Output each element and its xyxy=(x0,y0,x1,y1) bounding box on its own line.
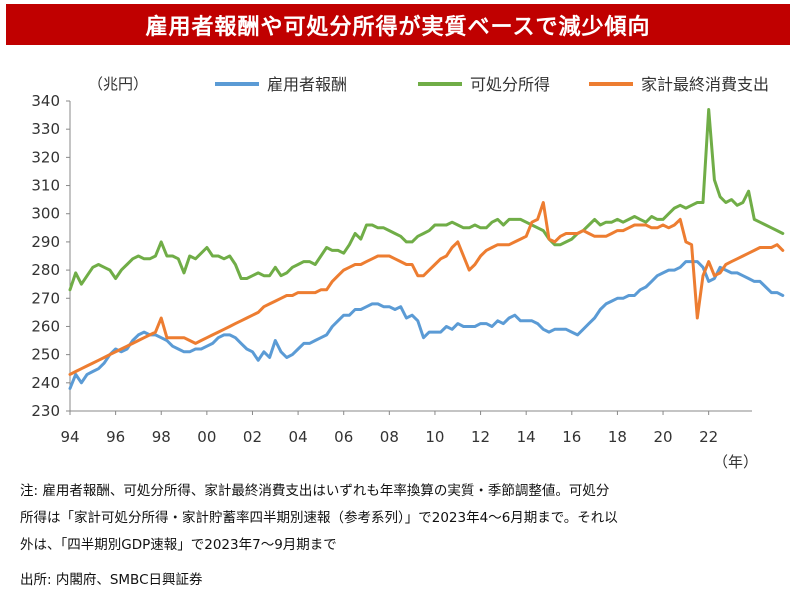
y-tick-label: 340 xyxy=(31,92,60,110)
y-tick-label: 230 xyxy=(31,402,60,420)
legend-label: 雇用者報酬 xyxy=(267,75,347,94)
y-tick-label: 330 xyxy=(31,120,60,138)
series-layer xyxy=(68,108,785,390)
note-line: 所得は「家計可処分所得・家計貯蓄率四半期別速報（参考系列）」で2023年4～6月… xyxy=(20,510,618,526)
x-tick-label: 00 xyxy=(197,428,216,446)
y-tick-label: 300 xyxy=(31,205,60,223)
x-tick-label: 08 xyxy=(380,428,399,446)
x-tick-label: 98 xyxy=(152,428,171,446)
legend-label: 可処分所得 xyxy=(470,75,550,94)
y-tick-label: 270 xyxy=(31,289,60,307)
series-line-3 xyxy=(68,201,785,376)
x-tick-label: 22 xyxy=(699,428,718,446)
note-block: 注: 雇用者報酬、可処分所得、家計最終消費支出はいずれも年率換算の実質・季節調整… xyxy=(20,478,780,559)
y-tick-label: 280 xyxy=(31,261,60,279)
y-tick-label: 240 xyxy=(31,374,60,392)
legend-label: 家計最終消費支出 xyxy=(641,75,769,94)
x-tick-label: 20 xyxy=(653,428,672,446)
x-tick-label: 14 xyxy=(517,428,536,446)
series-line-2 xyxy=(68,108,785,292)
x-tick-label: 18 xyxy=(608,428,627,446)
legend: 雇用者報酬 可処分所得 家計最終消費支出 xyxy=(215,75,769,94)
note-line: 注: 雇用者報酬、可処分所得、家計最終消費支出はいずれも年率換算の実質・季節調整… xyxy=(20,483,610,499)
note-line: 外は、「四半期別GDP速報」で2023年7～9月期まで xyxy=(20,537,337,553)
x-tick-label: 04 xyxy=(289,428,308,446)
chart-title: 雇用者報酬や可処分所得が実質ベースで減少傾向 xyxy=(6,4,790,45)
x-unit-label: （年） xyxy=(713,453,758,471)
x-tick-label: 10 xyxy=(425,428,444,446)
line-chart: 230 240 250 260 270 280 290 300 310 320 330 340 94 96… xyxy=(31,75,785,471)
axis-layer: 230 240 250 260 270 280 290 300 310 320 330 340 94 96… xyxy=(31,92,752,446)
series-line-1 xyxy=(68,260,785,390)
source-note: 出所: 内閣府、SMBC日興証券 xyxy=(20,572,203,588)
y-tick-label: 320 xyxy=(31,148,60,166)
y-tick-label: 260 xyxy=(31,317,60,335)
x-tick-label: 12 xyxy=(471,428,490,446)
y-tick-label: 310 xyxy=(31,177,60,195)
x-tick-label: 02 xyxy=(243,428,262,446)
y-tick-label: 250 xyxy=(31,346,60,364)
x-tick-label: 16 xyxy=(562,428,581,446)
x-tick-label: 94 xyxy=(60,428,79,446)
y-tick-label: 290 xyxy=(31,233,60,251)
x-tick-label: 06 xyxy=(334,428,353,446)
y-unit-label: （兆円） xyxy=(88,75,148,93)
x-tick-label: 96 xyxy=(106,428,125,446)
